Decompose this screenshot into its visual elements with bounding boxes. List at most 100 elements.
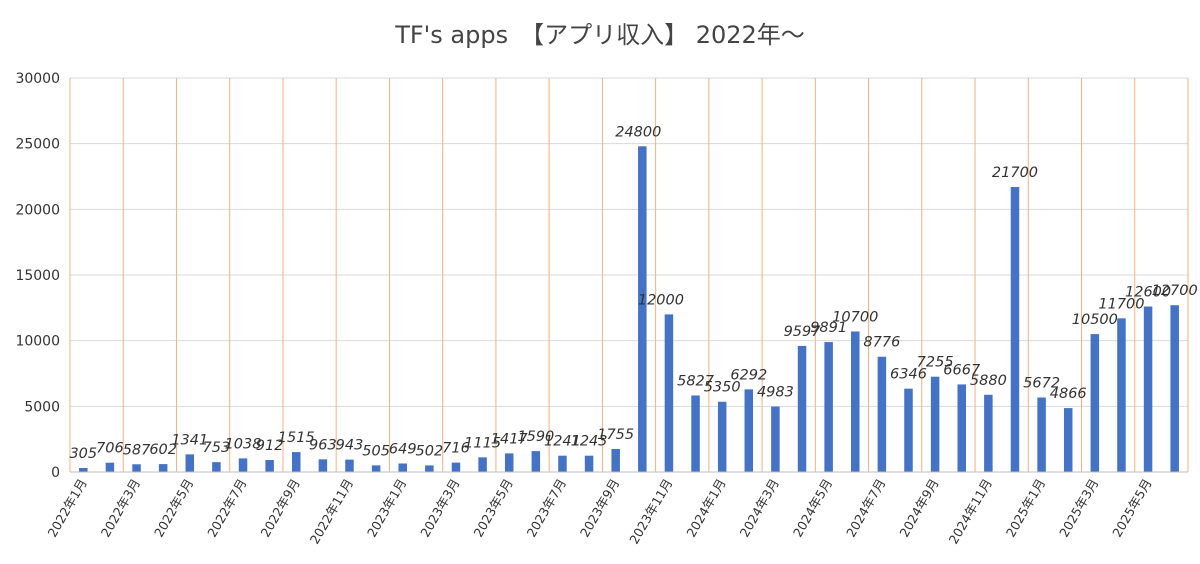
bar xyxy=(212,462,221,472)
x-tick-label: 2025年5月 xyxy=(1109,476,1154,540)
x-tick-label: 2022年9月 xyxy=(257,476,302,540)
data-label: 6667 xyxy=(943,362,981,378)
chart-title: TF's apps 【アプリ収入】 2022年〜 xyxy=(394,21,805,49)
bar xyxy=(1170,305,1179,472)
bar xyxy=(292,452,301,472)
bar xyxy=(371,465,381,472)
bar xyxy=(79,467,88,472)
bar xyxy=(797,345,807,472)
bar xyxy=(717,401,727,472)
data-label: 5880 xyxy=(970,373,1007,389)
bar xyxy=(451,462,461,472)
x-tick-label: 2023年5月 xyxy=(470,476,515,540)
data-label: 706 xyxy=(96,441,124,457)
x-tick-label: 2024年5月 xyxy=(790,476,835,540)
data-label: 12000 xyxy=(638,292,684,308)
bar xyxy=(238,458,248,472)
data-label: 1243 xyxy=(571,434,608,450)
bar xyxy=(504,453,514,472)
bar xyxy=(398,463,407,472)
bar xyxy=(664,314,674,472)
bar xyxy=(877,356,887,472)
y-tick-label: 15000 xyxy=(15,268,60,284)
bar xyxy=(744,389,754,472)
data-label: 4866 xyxy=(1050,386,1087,402)
bar xyxy=(1143,306,1153,472)
data-label: 11700 xyxy=(1098,296,1144,312)
x-tick-label: 2022年3月 xyxy=(98,476,143,540)
bar xyxy=(611,448,620,472)
bar xyxy=(904,388,913,472)
data-label: 716 xyxy=(442,441,470,457)
y-tick-label: 30000 xyxy=(15,71,60,87)
x-tick-label: 2022年7月 xyxy=(204,476,249,540)
bar xyxy=(584,455,594,472)
bar xyxy=(691,395,700,472)
bar xyxy=(851,331,860,472)
bar xyxy=(265,460,274,472)
data-label: 1590 xyxy=(517,429,554,445)
data-label: 12700 xyxy=(1152,283,1198,299)
data-labels: 3057065876021341753103891215159639435056… xyxy=(69,124,1197,462)
bar xyxy=(984,394,993,472)
x-tick-label: 2022年11月 xyxy=(307,476,356,546)
data-label: 5827 xyxy=(677,373,715,389)
x-tick-label: 2024年11月 xyxy=(946,476,995,546)
data-label: 587 xyxy=(123,442,151,458)
x-tick-label: 2024年9月 xyxy=(896,476,941,540)
bar xyxy=(1037,397,1046,472)
bar xyxy=(930,376,940,472)
bar xyxy=(478,457,487,472)
bar xyxy=(1117,318,1126,472)
x-tick-label: 2023年11月 xyxy=(626,476,675,546)
data-label: 1755 xyxy=(597,427,634,443)
bar xyxy=(158,464,168,472)
bar xyxy=(957,384,966,472)
bar xyxy=(531,451,541,472)
x-tick-label: 2024年7月 xyxy=(843,476,888,540)
data-label: 9891 xyxy=(810,320,847,336)
x-tick-label: 2022年5月 xyxy=(151,476,196,540)
data-label: 9597 xyxy=(784,324,822,340)
data-label: 8776 xyxy=(863,335,900,351)
y-tick-label: 25000 xyxy=(15,137,60,153)
bar xyxy=(185,454,195,472)
data-label: 1038 xyxy=(225,436,262,452)
bar xyxy=(105,462,115,472)
data-label: 305 xyxy=(69,446,97,462)
x-tick-label: 2023年3月 xyxy=(417,476,462,540)
y-tick-label: 10000 xyxy=(15,334,60,350)
data-label: 505 xyxy=(362,443,390,459)
data-label: 6292 xyxy=(730,367,767,383)
x-tick-label: 2023年1月 xyxy=(364,476,409,540)
data-label: 1241 xyxy=(544,434,581,450)
x-tick-label: 2022年1月 xyxy=(45,476,90,540)
data-label: 5672 xyxy=(1023,376,1060,392)
y-tick-label: 20000 xyxy=(15,202,60,218)
data-label: 5350 xyxy=(704,380,741,396)
y-tick-label: 0 xyxy=(51,465,60,481)
data-label: 943 xyxy=(336,438,364,454)
data-label: 753 xyxy=(203,440,231,456)
data-label: 7255 xyxy=(917,355,954,371)
bars xyxy=(79,146,1179,473)
data-label: 24800 xyxy=(615,124,661,140)
bar xyxy=(318,459,328,472)
x-tick-label: 2025年3月 xyxy=(1056,476,1101,540)
data-label: 21700 xyxy=(992,165,1038,181)
data-label: 1417 xyxy=(491,431,529,447)
grid xyxy=(69,77,1189,472)
data-label: 12600 xyxy=(1125,285,1171,301)
data-label: 10700 xyxy=(832,309,878,325)
bar xyxy=(771,406,780,472)
data-label: 10500 xyxy=(1072,312,1118,328)
data-label: 602 xyxy=(149,442,177,458)
data-label: 502 xyxy=(416,443,444,459)
x-tick-label: 2025年1月 xyxy=(1003,476,1048,540)
bar xyxy=(824,342,833,472)
bar xyxy=(558,455,567,472)
data-label: 1515 xyxy=(278,430,315,446)
y-tick-label: 5000 xyxy=(24,399,60,415)
